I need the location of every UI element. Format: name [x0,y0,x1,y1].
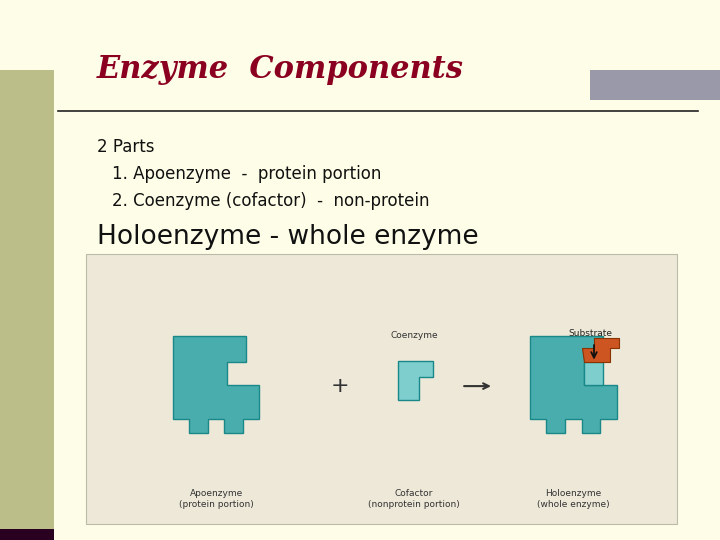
Text: +: + [331,376,350,396]
Text: Coenzyme: Coenzyme [390,331,438,340]
Polygon shape [530,336,616,433]
Text: Holoenzyme
(whole enzyme): Holoenzyme (whole enzyme) [537,489,610,509]
Bar [0,70,54,540]
Text: Enzyme  Components: Enzyme Components [97,54,464,85]
Polygon shape [582,338,619,362]
Text: 1. Apoenzyme  -  protein portion: 1. Apoenzyme - protein portion [112,165,381,183]
Text: Holoenzyme - whole enzyme: Holoenzyme - whole enzyme [97,224,479,250]
Text: 2 Parts: 2 Parts [97,138,155,156]
Bar [590,70,720,100]
Bar [0,529,54,540]
Polygon shape [398,361,433,400]
Text: Substrate: Substrate [568,329,613,338]
Bar [86,254,677,524]
Polygon shape [173,336,259,433]
Polygon shape [585,362,603,384]
Text: Cofactor
(nonprotein portion): Cofactor (nonprotein portion) [368,489,460,509]
Text: Apoenzyme
(protein portion): Apoenzyme (protein portion) [179,489,253,509]
Text: 2. Coenzyme (cofactor)  -  non-protein: 2. Coenzyme (cofactor) - non-protein [112,192,429,210]
